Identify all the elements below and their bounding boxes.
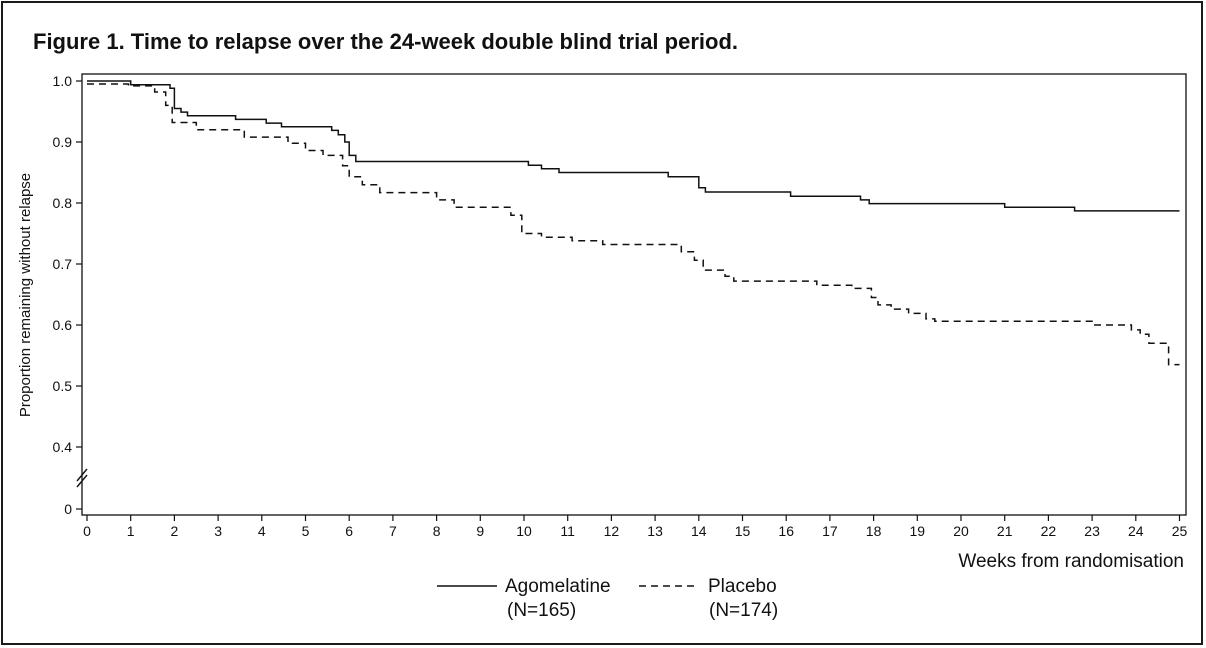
x-tick-label: 13 xyxy=(647,523,663,539)
y-axis-label: Proportion remaining without relapse xyxy=(17,173,34,417)
axis-break-mark xyxy=(76,468,88,482)
y-tick-label: 1.0 xyxy=(53,73,73,89)
x-tick-label: 4 xyxy=(258,523,266,539)
y-tick-label: 0.9 xyxy=(53,134,73,150)
x-tick-label: 1 xyxy=(127,523,135,539)
axes: 00.40.50.60.70.80.91.00 1 2 3 4 5 6 7 8 9 10 11 12 13… xyxy=(53,73,1188,539)
x-tick-label: 24 xyxy=(1128,523,1144,539)
plot-frame xyxy=(81,73,1187,516)
x-tick-label: 6 xyxy=(345,523,353,539)
x-tick-label: 17 xyxy=(822,523,838,539)
x-tick-label: 14 xyxy=(691,523,707,539)
x-tick-label: 20 xyxy=(953,523,969,539)
x-tick-label: 5 xyxy=(302,523,310,539)
y-tick-label: 0.8 xyxy=(53,195,73,211)
x-tick-label: 25 xyxy=(1172,523,1188,539)
x-axis-label: Weeks from randomisation xyxy=(958,551,1184,572)
y-tick-label: 0 xyxy=(64,501,72,517)
y-tick-label: 0.6 xyxy=(53,317,73,333)
legend-placebo-n: (N=174) xyxy=(709,600,778,621)
x-tick-label: 7 xyxy=(389,523,397,539)
legend: Agomelatine (N=165) Placebo (N=174) xyxy=(437,576,778,621)
y-tick-label: 0.4 xyxy=(53,439,73,455)
axis-break-mark xyxy=(76,474,88,488)
legend-agomelatine-label: Agomelatine xyxy=(505,576,611,597)
x-tick-label: 22 xyxy=(1041,523,1057,539)
x-tick-label: 3 xyxy=(214,523,222,539)
x-tick-label: 2 xyxy=(171,523,179,539)
x-tick-label: 8 xyxy=(433,523,441,539)
x-tick-label: 11 xyxy=(560,523,575,539)
x-tick-label: 9 xyxy=(476,523,484,539)
x-tick-label: 19 xyxy=(910,523,926,539)
x-tick-label: 23 xyxy=(1084,523,1100,539)
x-tick-label: 18 xyxy=(866,523,882,539)
x-tick-label: 0 xyxy=(83,523,91,539)
x-tick-label: 16 xyxy=(778,523,794,539)
figure-title: Figure 1. Time to relapse over the 24-we… xyxy=(33,29,738,54)
x-tick-label: 12 xyxy=(604,523,620,539)
legend-placebo-label: Placebo xyxy=(708,576,777,597)
x-tick-label: 15 xyxy=(735,523,751,539)
x-tick-label: 10 xyxy=(516,523,532,539)
series-placebo-line xyxy=(87,83,1180,366)
y-tick-label: 0.5 xyxy=(53,378,73,394)
legend-agomelatine-n: (N=165) xyxy=(507,600,576,621)
x-tick-label: 21 xyxy=(997,523,1013,539)
survival-curves xyxy=(87,80,1180,366)
series-agomelatine-line xyxy=(87,80,1180,212)
y-tick-label: 0.7 xyxy=(53,256,73,272)
